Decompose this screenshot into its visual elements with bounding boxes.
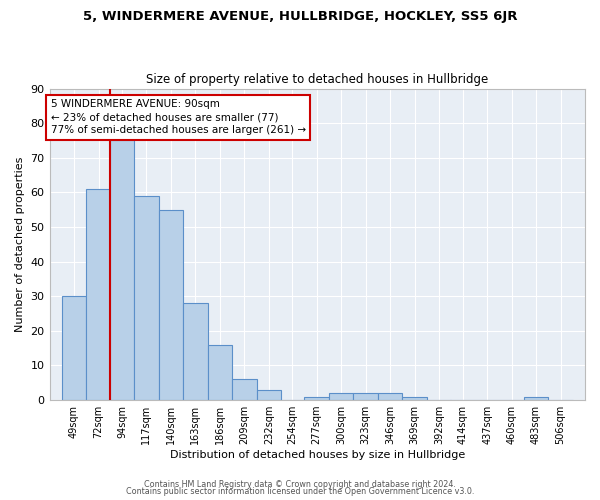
Bar <box>378 393 403 400</box>
Bar <box>403 396 427 400</box>
Bar <box>232 380 257 400</box>
Bar <box>304 396 329 400</box>
Bar <box>110 140 134 400</box>
Bar <box>257 390 281 400</box>
Bar <box>183 303 208 400</box>
Title: Size of property relative to detached houses in Hullbridge: Size of property relative to detached ho… <box>146 73 488 86</box>
Text: Contains HM Land Registry data © Crown copyright and database right 2024.: Contains HM Land Registry data © Crown c… <box>144 480 456 489</box>
Bar <box>208 344 232 400</box>
Bar <box>62 296 86 400</box>
Y-axis label: Number of detached properties: Number of detached properties <box>15 156 25 332</box>
Bar <box>134 196 158 400</box>
Text: 5 WINDERMERE AVENUE: 90sqm
← 23% of detached houses are smaller (77)
77% of semi: 5 WINDERMERE AVENUE: 90sqm ← 23% of deta… <box>50 99 306 136</box>
Bar <box>329 393 353 400</box>
Text: Contains public sector information licensed under the Open Government Licence v3: Contains public sector information licen… <box>126 487 474 496</box>
Bar <box>353 393 378 400</box>
Bar <box>158 210 183 400</box>
Text: 5, WINDERMERE AVENUE, HULLBRIDGE, HOCKLEY, SS5 6JR: 5, WINDERMERE AVENUE, HULLBRIDGE, HOCKLE… <box>83 10 517 23</box>
Bar <box>524 396 548 400</box>
Bar <box>86 189 111 400</box>
X-axis label: Distribution of detached houses by size in Hullbridge: Distribution of detached houses by size … <box>170 450 465 460</box>
